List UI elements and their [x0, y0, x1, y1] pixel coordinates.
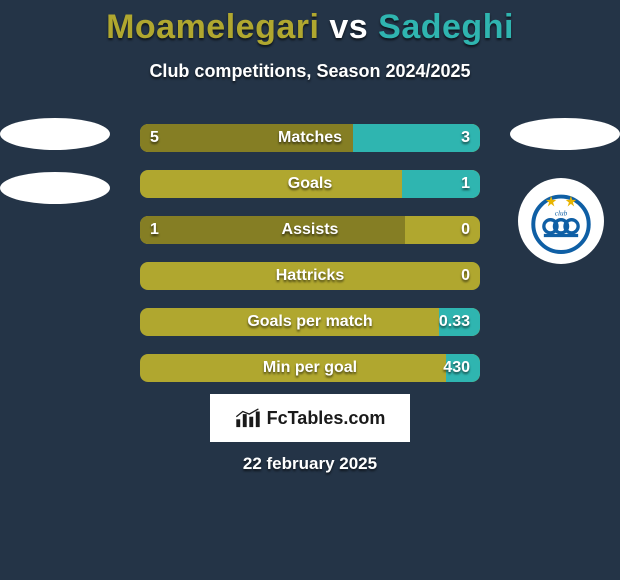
stat-value-right: 1: [461, 170, 470, 198]
stat-row: Min per goal430: [140, 354, 480, 382]
stat-value-right: 0: [461, 262, 470, 290]
avatar-ellipse: [510, 118, 620, 150]
stat-row: Goals1: [140, 170, 480, 198]
stat-label: Goals: [140, 170, 480, 198]
stat-label: Matches: [140, 124, 480, 152]
stat-value-right: 0.33: [439, 308, 470, 336]
title-player2: Sadeghi: [378, 8, 514, 46]
logo-chart-icon: [235, 407, 261, 429]
player2-avatar: [500, 118, 620, 150]
stat-value-left: 1: [150, 216, 159, 244]
club-badge-icon: club: [528, 188, 594, 254]
stat-row: Matches5 3: [140, 124, 480, 152]
stat-row: Hattricks0: [140, 262, 480, 290]
page-title: Moamelegari vs Sadeghi: [0, 0, 620, 47]
stat-value-left: 5: [150, 124, 159, 152]
avatar-ellipse: [0, 172, 110, 204]
stat-value-right: 0: [461, 216, 470, 244]
stat-value-right: 3: [461, 124, 470, 152]
club-badge: club: [518, 178, 604, 264]
stat-value-right: 430: [443, 354, 470, 382]
stat-row: Goals per match0.33: [140, 308, 480, 336]
subtitle: Club competitions, Season 2024/2025: [0, 61, 620, 82]
logo-text: FcTables.com: [267, 408, 386, 429]
title-player1: Moamelegari: [106, 8, 319, 46]
stat-row: Assists1 0: [140, 216, 480, 244]
stats-block: Matches53Goals1Assists10Hattricks0Goals …: [140, 124, 480, 400]
date: 22 february 2025: [0, 454, 620, 474]
stat-label: Assists: [140, 216, 480, 244]
stat-label: Min per goal: [140, 354, 480, 382]
svg-text:club: club: [555, 210, 568, 218]
stat-label: Hattricks: [140, 262, 480, 290]
avatar-ellipse: [0, 118, 110, 150]
fctables-logo: FcTables.com: [210, 394, 410, 442]
title-vs: vs: [329, 8, 368, 46]
stat-label: Goals per match: [140, 308, 480, 336]
player1-avatar: [0, 118, 120, 204]
